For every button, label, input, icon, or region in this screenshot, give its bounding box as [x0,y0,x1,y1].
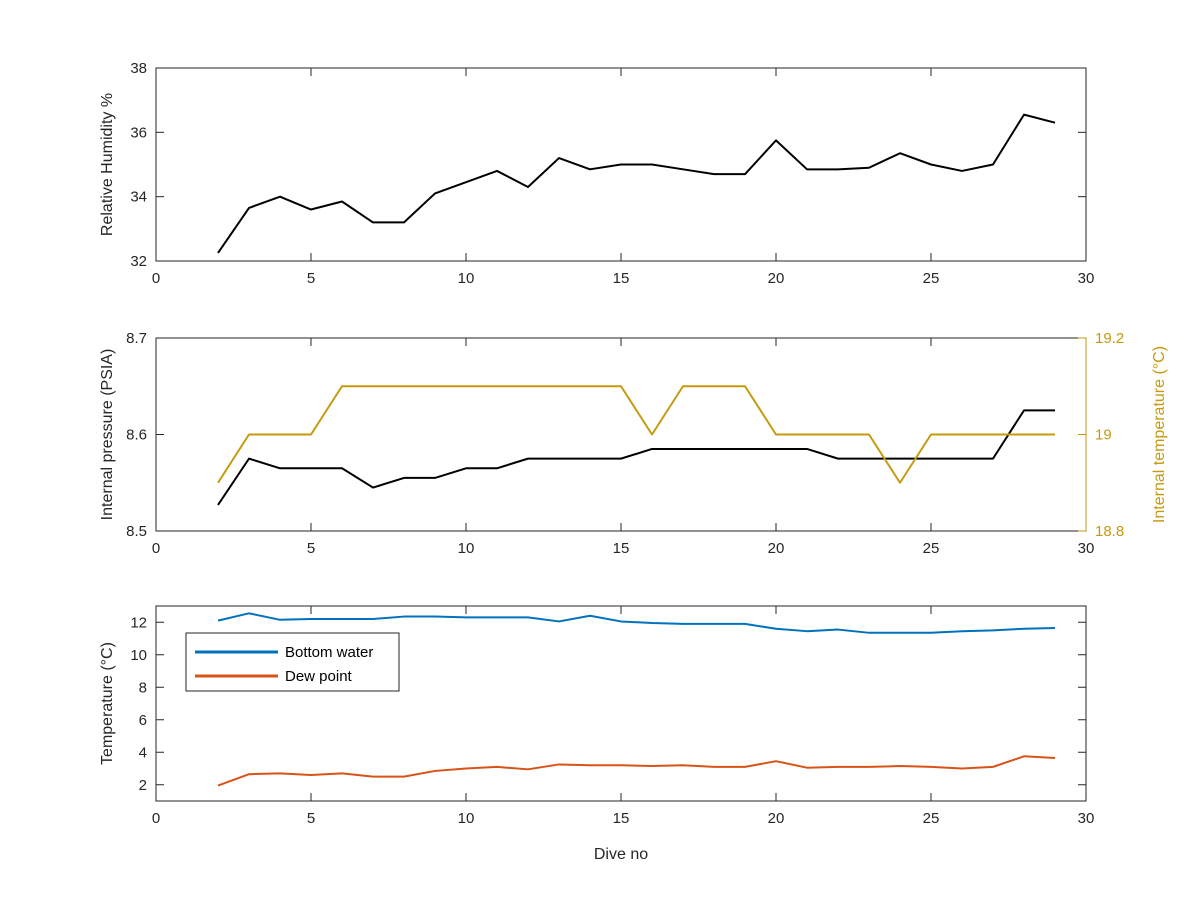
x-tick-label: 5 [307,540,315,557]
y-tick-label: 12 [130,614,147,631]
subplot-1: 0 5 10 15 20 25 30 32 34 36 38 Relative Humidity % [99,60,1094,287]
x-tick-label: 15 [613,270,630,287]
y-tick-label: 8.5 [126,523,147,540]
x-tick-label: 10 [458,540,475,557]
y-tick-label: 32 [130,253,147,270]
x-tick-label: 30 [1078,810,1095,827]
y2-tick-label: 19 [1095,427,1112,444]
subplot-2: 0 5 10 15 20 25 30 8.5 8.6 8.7 18.8 19 19.2 Internal … [99,330,1168,557]
y-axis-label: Internal pressure (PSIA) [99,349,116,521]
y-tick-label: 2 [139,777,147,794]
x-tick-label: 20 [768,270,785,287]
y-tick-label: 6 [139,712,147,729]
x-tick-label: 0 [152,270,160,287]
x-tick-label: 0 [152,540,160,557]
y2-tick-label: 18.8 [1095,523,1124,540]
legend-box [185,632,400,692]
y-tick-label: 8 [139,679,147,696]
x-tick-label: 30 [1078,540,1095,557]
legend-label: Dew point [285,668,353,685]
x-tick-label: 10 [458,810,475,827]
y-axis-label: Temperature (°C) [99,642,116,765]
series-line-series-1 [217,113,1056,254]
y-tick-label: 4 [139,744,147,761]
x-tick-label: 20 [768,540,785,557]
y-tick-label: 38 [130,60,147,77]
x-tick-label: 15 [613,810,630,827]
y-tick-label: 36 [130,124,147,141]
x-tick-label: 10 [458,270,475,287]
series-line-internal-temperature [217,385,1055,484]
y2-tick-label: 19.2 [1095,330,1124,347]
x-tick-label: 25 [923,270,940,287]
x-axis-label: Dive no [594,846,648,863]
x-tick-label: 20 [768,810,785,827]
x-tick-label: 5 [307,810,315,827]
y-axis-label: Relative Humidity % [99,93,116,236]
x-tick-label: 15 [613,540,630,557]
series-line-dew-point [217,755,1056,787]
x-tick-label: 0 [152,810,160,827]
y2-axis-label: Internal temperature (°C) [1151,346,1168,523]
x-tick-label: 30 [1078,270,1095,287]
y-tick-label: 8.7 [126,330,147,347]
legend-label: Bottom water [285,644,373,661]
y-tick-label: 8.6 [126,427,147,444]
x-tick-label: 5 [307,270,315,287]
y-tick-label: 34 [130,189,147,206]
x-tick-label: 25 [923,540,940,557]
x-tick-label: 25 [923,810,940,827]
y-tick-label: 10 [130,647,147,664]
legend: Bottom water Dew point [185,632,400,692]
series-line-bottom-water [217,612,1056,634]
subplot-3: 0 5 10 15 20 25 30 2 4 6 8 10 12 Temperature (°C) Dive… [99,605,1095,863]
